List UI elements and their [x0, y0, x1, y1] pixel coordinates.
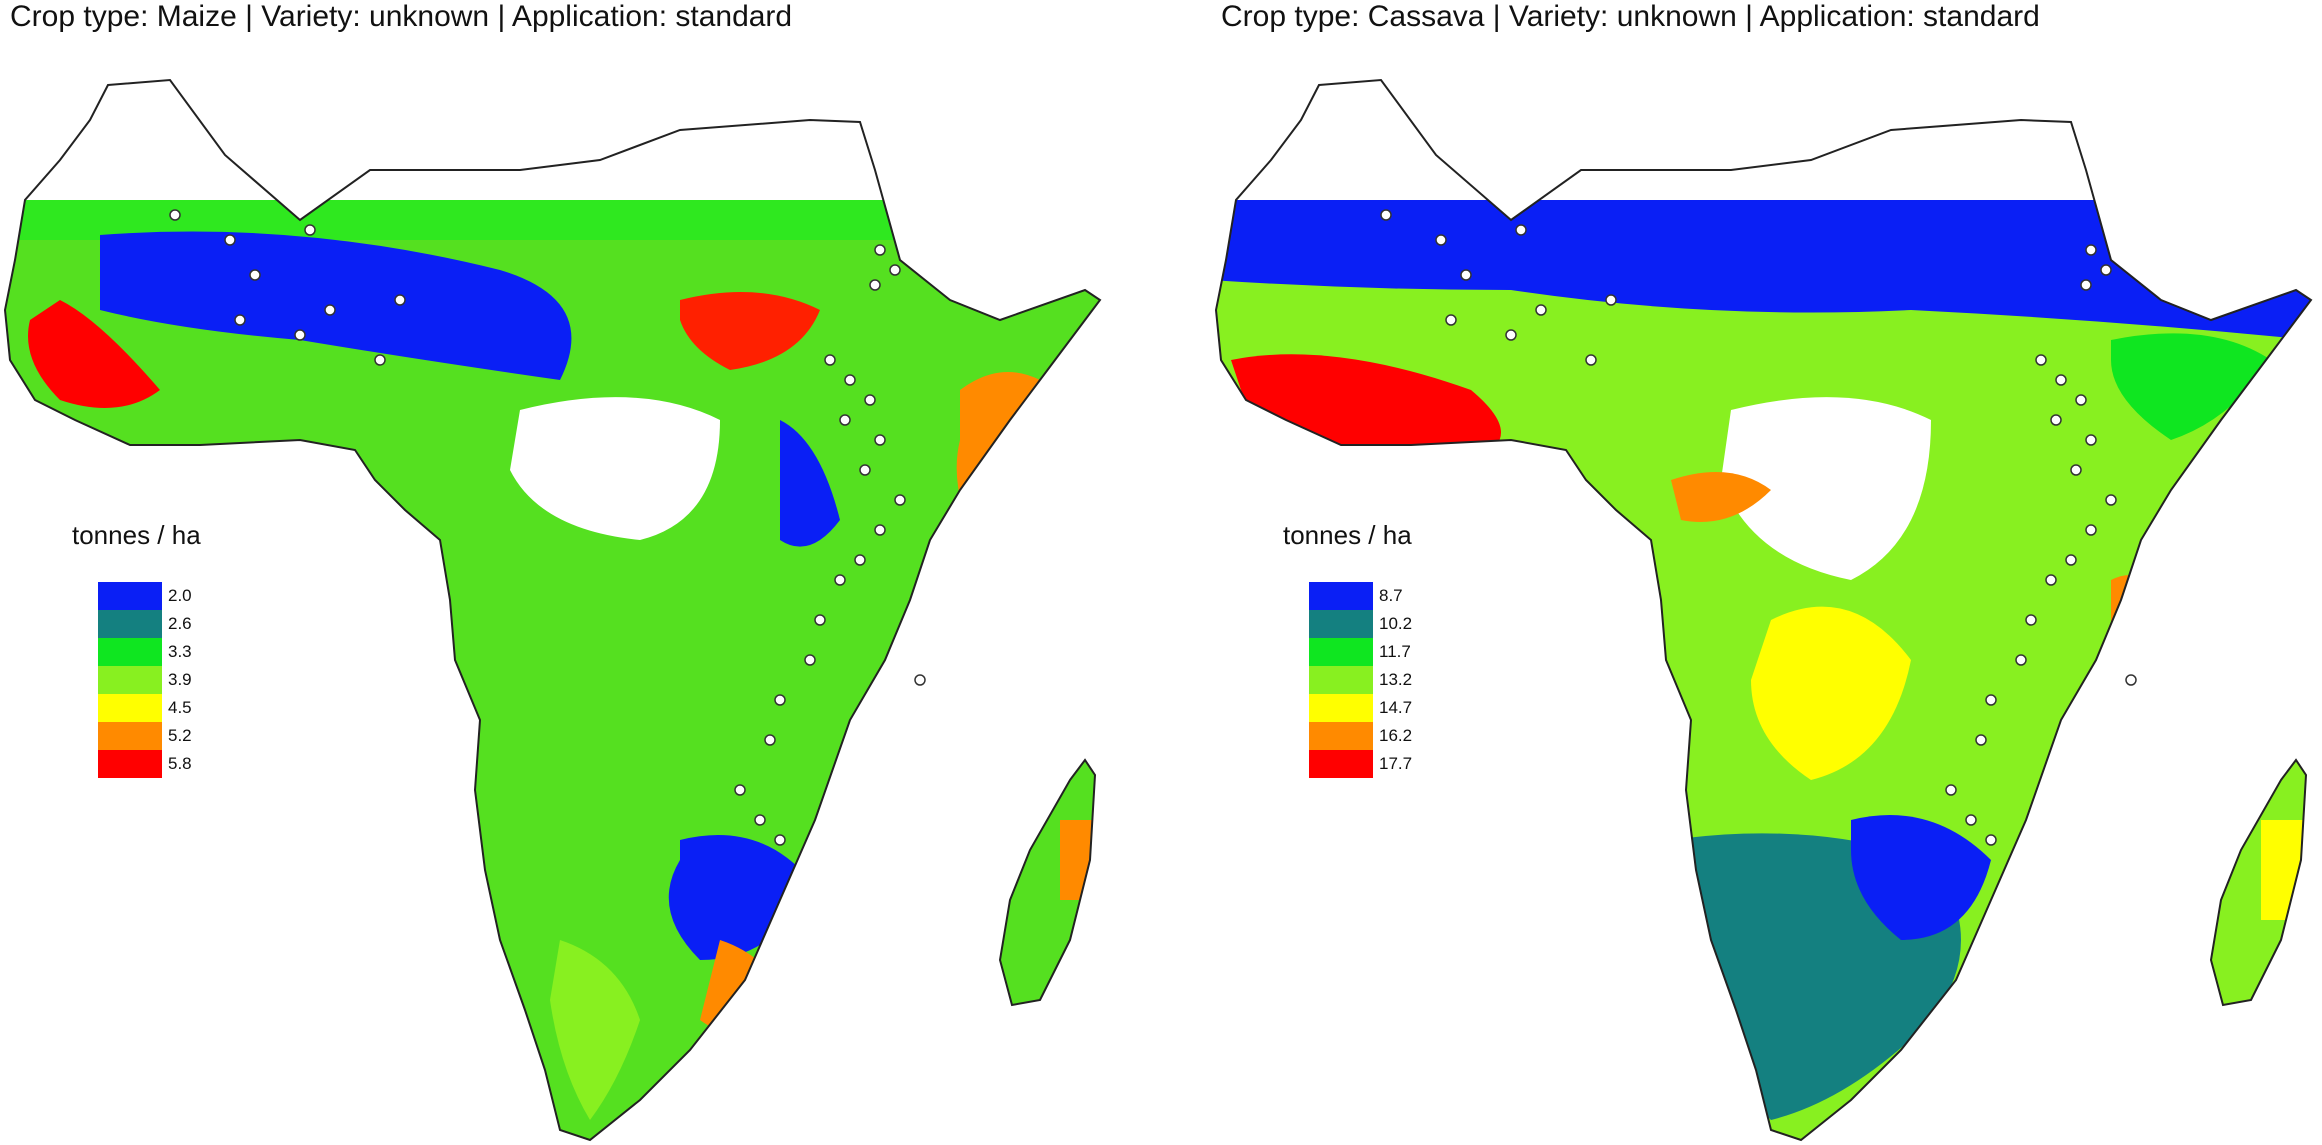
legend-swatch	[1309, 582, 1373, 610]
cassava-legend-title: tonnes / ha	[1283, 520, 1412, 550]
legend-swatch	[1309, 666, 1373, 694]
legend-item: 5.2	[98, 722, 192, 750]
legend-item: 13.2	[1309, 666, 1412, 694]
legend-item: 16.2	[1309, 722, 1412, 750]
legend-label: 17.7	[1379, 754, 1413, 773]
legend-item: 2.6	[98, 610, 192, 638]
maize-yield-map	[3, 78, 1102, 1142]
legend-item: 10.2	[1309, 610, 1412, 638]
legend-item: 4.5	[98, 694, 192, 722]
legend-swatch	[98, 750, 162, 778]
legend-label: 5.2	[168, 726, 192, 745]
cassava-yield-map	[1214, 78, 2313, 1142]
legend-item: 2.0	[98, 582, 192, 610]
legend-item: 5.8	[98, 750, 192, 778]
legend-swatch	[98, 638, 162, 666]
legend-item: 14.7	[1309, 694, 1412, 722]
cassava-panel: Crop type: Cassava | Variety: unknown | …	[1211, 0, 2322, 1145]
legend-item: 3.3	[98, 638, 192, 666]
legend-label: 16.2	[1379, 726, 1413, 745]
legend-item: 3.9	[98, 666, 192, 694]
legend-label: 3.3	[168, 642, 192, 661]
legend-swatch	[1309, 638, 1373, 666]
cassava-map-title: Crop type: Cassava | Variety: unknown | …	[1221, 0, 2040, 33]
legend-label: 3.9	[168, 670, 192, 689]
legend-swatch	[98, 610, 162, 638]
legend-label: 10.2	[1379, 614, 1413, 633]
legend-item: 11.7	[1309, 638, 1412, 666]
legend-swatch	[98, 694, 162, 722]
legend-swatch	[1309, 722, 1373, 750]
legend-swatch	[1309, 694, 1373, 722]
legend-swatch	[98, 666, 162, 694]
maize-panel: Crop type: Maize | Variety: unknown | Ap…	[3, 0, 1102, 1142]
maize-legend: 2.0 2.6 3.3 3.9 4.5 5.2 5.8	[98, 582, 192, 778]
legend-label: 11.7	[1379, 642, 1411, 661]
legend-label: 8.7	[1379, 586, 1403, 605]
legend-item: 17.7	[1309, 750, 1412, 778]
legend-label: 4.5	[168, 698, 192, 717]
legend-label: 13.2	[1379, 670, 1413, 689]
maize-legend-title: tonnes / ha	[72, 520, 201, 550]
legend-label: 2.0	[168, 586, 192, 605]
legend-swatch	[98, 582, 162, 610]
maize-map-title: Crop type: Maize | Variety: unknown | Ap…	[10, 0, 793, 33]
legend-label: 2.6	[168, 614, 192, 633]
legend-label: 5.8	[168, 754, 192, 773]
cassava-legend: 8.7 10.2 11.7 13.2 14.7 16.2 17.7	[1309, 582, 1412, 778]
legend-label: 14.7	[1379, 698, 1413, 717]
legend-swatch	[1309, 750, 1373, 778]
legend-item: 8.7	[1309, 582, 1412, 610]
legend-swatch	[98, 722, 162, 750]
legend-swatch	[1309, 610, 1373, 638]
